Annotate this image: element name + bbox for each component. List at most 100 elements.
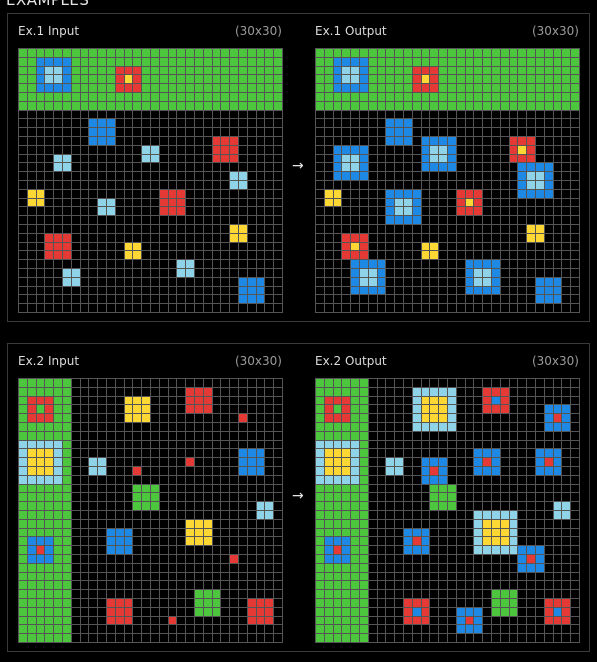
grid-cell <box>465 625 474 634</box>
grid-cell <box>351 251 359 260</box>
grid-cell <box>386 84 395 92</box>
grid-cell <box>342 137 351 145</box>
grid-cell <box>212 616 221 625</box>
grid-cell <box>342 396 351 405</box>
grid-cell <box>133 458 142 466</box>
grid-cell <box>89 396 98 405</box>
grid-cell <box>80 251 89 260</box>
grid-cell <box>404 207 412 216</box>
grid-cell <box>115 233 124 242</box>
grid-cell <box>430 225 439 233</box>
grid-cell <box>19 475 27 484</box>
grid-cell <box>377 172 386 180</box>
grid-cell <box>421 189 430 198</box>
grid-cell <box>230 172 238 180</box>
grid-cell <box>527 216 535 224</box>
grid-cell <box>553 449 562 458</box>
grid-cell <box>203 484 212 493</box>
grid-cell <box>151 396 159 405</box>
grid-cell <box>186 295 194 304</box>
grid-cell <box>107 555 115 563</box>
grid-cell <box>142 286 150 295</box>
grid-cell <box>98 286 106 295</box>
grid-cell <box>159 387 168 396</box>
grid-cell <box>256 396 265 405</box>
grid-cell <box>256 154 265 163</box>
grid-cell <box>89 233 98 242</box>
grid-cell <box>562 572 571 581</box>
grid-cell <box>571 137 579 145</box>
grid-cell <box>27 75 36 84</box>
grid-cell <box>342 449 351 458</box>
grid-cell <box>71 154 80 163</box>
grid-cell <box>107 225 115 233</box>
grid-cell <box>274 93 282 101</box>
grid-cell <box>142 225 150 233</box>
grid-cell <box>333 590 342 598</box>
grid-cell <box>368 233 377 242</box>
grid-cell <box>124 110 133 119</box>
grid-cell <box>19 414 27 422</box>
grid-cell <box>360 625 368 634</box>
grid-cell <box>465 449 474 458</box>
grid-cell <box>80 172 89 180</box>
grid-cell <box>80 414 89 422</box>
grid-cell <box>421 590 430 598</box>
grid-cell <box>404 396 412 405</box>
grid-cell <box>536 607 544 616</box>
grid-cell <box>203 154 212 163</box>
grid-cell <box>316 502 324 510</box>
grid-cell <box>247 242 256 251</box>
grid-cell <box>536 440 544 449</box>
grid-cell <box>107 181 115 189</box>
grid-cell <box>404 405 412 414</box>
grid-cell <box>203 110 212 119</box>
grid-cell <box>45 172 54 180</box>
grid-cell <box>80 225 89 233</box>
grid-cell <box>239 458 247 466</box>
grid-cell <box>107 119 115 128</box>
grid-cell <box>159 528 168 537</box>
grid-cell <box>195 449 203 458</box>
grid-cell <box>274 207 282 216</box>
grid-cell <box>98 599 106 607</box>
grid-cell <box>203 137 212 145</box>
grid-cell <box>27 172 36 180</box>
grid-cell <box>342 405 351 414</box>
grid-cell <box>63 154 71 163</box>
grid-cell <box>360 181 368 189</box>
grid-cell <box>509 607 518 616</box>
grid-cell <box>212 396 221 405</box>
grid-cell <box>360 537 368 546</box>
grid-cell <box>342 599 351 607</box>
grid-cell <box>412 519 421 528</box>
grid-cell <box>544 396 553 405</box>
grid-cell <box>142 66 150 75</box>
grid-cell <box>115 207 124 216</box>
grid-cell <box>518 625 527 634</box>
grid-cell <box>133 137 142 145</box>
grid-cell <box>562 225 571 233</box>
grid-cell <box>518 511 527 519</box>
grid-cell <box>54 128 62 136</box>
grid-cell <box>98 528 106 537</box>
grid-cell <box>159 251 168 260</box>
grid-cell <box>159 260 168 268</box>
grid-cell <box>421 233 430 242</box>
grid-cell <box>54 555 62 563</box>
grid-cell <box>553 607 562 616</box>
grid-cell <box>63 260 71 268</box>
grid-cell <box>360 387 368 396</box>
grid-cell <box>544 154 553 163</box>
grid-cell <box>509 207 518 216</box>
grid-cell <box>421 216 430 224</box>
grid-cell <box>333 216 342 224</box>
grid-cell <box>527 110 535 119</box>
grid-cell <box>89 57 98 66</box>
grid-cell <box>465 528 474 537</box>
grid-cell <box>483 119 491 128</box>
grid-cell <box>274 449 282 458</box>
grid-cell <box>492 251 500 260</box>
grid-cell <box>448 519 456 528</box>
section-title: EXAMPLES <box>6 0 90 9</box>
